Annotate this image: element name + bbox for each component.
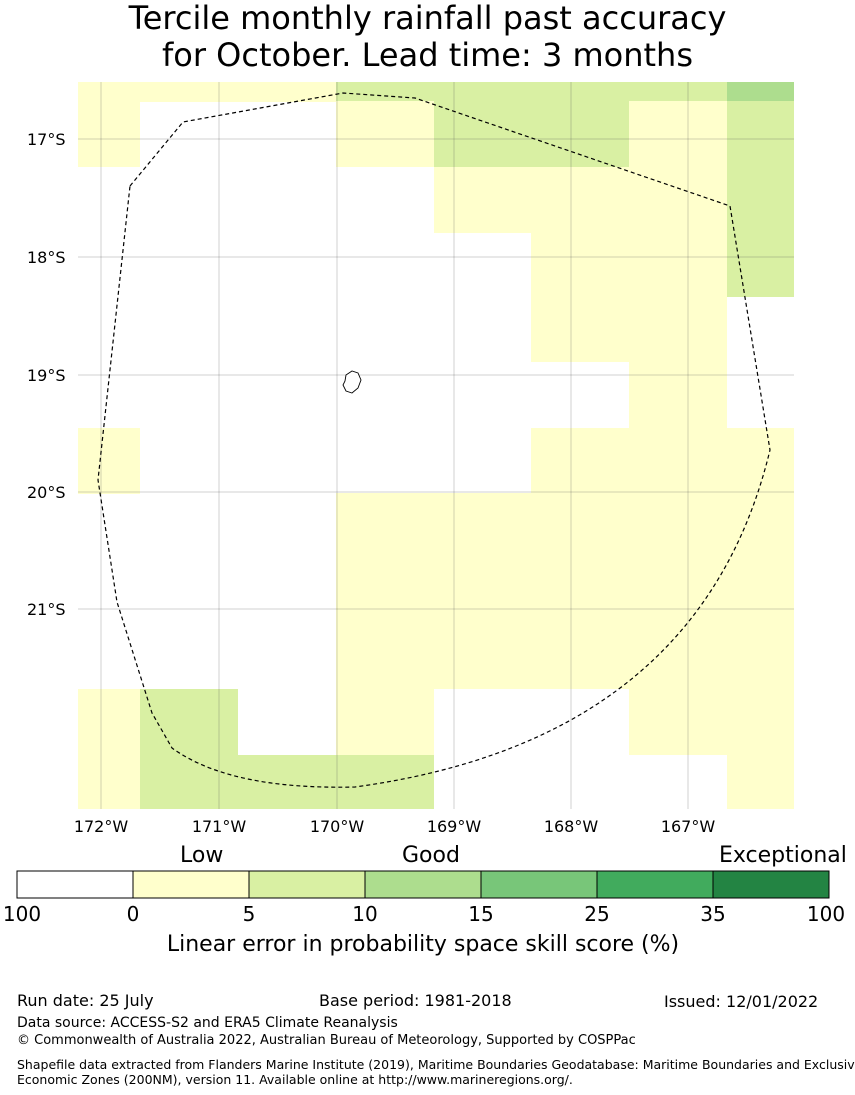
eez-boundary — [97, 92, 771, 788]
title-line-2: for October. Lead time: 3 months — [162, 36, 693, 74]
grid-cell — [629, 101, 727, 167]
colorbar-frame — [16, 870, 830, 899]
base-period: Base period: 1981-2018 — [319, 991, 512, 1010]
grid-cell — [727, 101, 794, 297]
grid-cell — [727, 755, 794, 809]
shapefile-credit-line-2: Economic Zones (200NM), version 11. Avai… — [17, 1072, 573, 1087]
grid-cell — [629, 362, 727, 428]
colorbar-tick: 100 — [2, 902, 42, 926]
grid-cell — [336, 82, 727, 102]
grid-cell — [78, 428, 140, 494]
colorbar-title: Linear error in probability space skill … — [166, 932, 680, 957]
grid-cell — [531, 232, 727, 362]
copyright: © Commonwealth of Australia 2022, Austra… — [17, 1033, 636, 1048]
colorbar-segment — [17, 871, 133, 898]
grid-cell — [531, 428, 794, 494]
colorbar-segment — [597, 871, 713, 898]
lat-label: 20°S — [27, 483, 66, 502]
colorbar-tick: 5 — [242, 902, 256, 926]
colorbar-segment — [481, 871, 597, 898]
lon-label: 168°W — [544, 817, 599, 836]
grid-cell — [140, 689, 238, 755]
lon-label: 171°W — [192, 817, 247, 836]
colorbar-category-low: Low — [180, 843, 224, 868]
grid-cell — [434, 167, 727, 233]
lat-label: 17°S — [27, 130, 66, 149]
colorbar-segment — [249, 871, 365, 898]
colorbar — [16, 870, 830, 899]
grid-cell — [336, 493, 794, 689]
grid-cell — [78, 101, 140, 167]
run-date: Run date: 25 July — [17, 991, 154, 1010]
graticule — [78, 82, 794, 809]
colorbar-segment — [365, 871, 481, 898]
colorbar-tick: 25 — [584, 902, 610, 926]
data-source: Data source: ACCESS-S2 and ERA5 Climate … — [17, 1015, 398, 1031]
colorbar-tick: 35 — [700, 902, 726, 926]
lon-label: 172°W — [74, 817, 129, 836]
colorbar-tick: 15 — [468, 902, 494, 926]
colorbar-tick: 0 — [126, 902, 140, 926]
grid-cell — [336, 101, 434, 167]
lon-label: 167°W — [661, 817, 716, 836]
shapefile-credit-line-1: Shapefile data extracted from Flanders M… — [17, 1057, 855, 1072]
grid-cell — [434, 101, 629, 167]
colorbar-segment — [133, 871, 249, 898]
lon-label: 169°W — [427, 817, 482, 836]
skill-grid — [78, 82, 794, 809]
grid-cell — [78, 689, 140, 809]
colorbar-category-exceptional: Exceptional — [719, 843, 847, 868]
colorbar-tick: 10 — [352, 902, 378, 926]
grid-cell — [336, 689, 434, 755]
lat-label: 19°S — [27, 366, 66, 385]
colorbar-category-good: Good — [402, 843, 460, 868]
lat-label: 18°S — [27, 248, 66, 267]
issued-date: Issued: 12/01/2022 — [664, 992, 819, 1011]
map-title: Tercile monthly rainfall past accuracy f… — [0, 0, 855, 74]
title-line-1: Tercile monthly rainfall past accuracy — [128, 0, 727, 37]
grid-cell — [78, 82, 336, 102]
grid-cell — [629, 689, 794, 755]
island-outline — [342, 370, 362, 394]
grid-cell — [140, 755, 434, 809]
colorbar-segment — [713, 871, 829, 898]
colorbar-tick: 100 — [806, 902, 846, 926]
lon-label: 170°W — [310, 817, 365, 836]
lat-label: 21°S — [27, 600, 66, 619]
grid-cell — [727, 82, 794, 102]
